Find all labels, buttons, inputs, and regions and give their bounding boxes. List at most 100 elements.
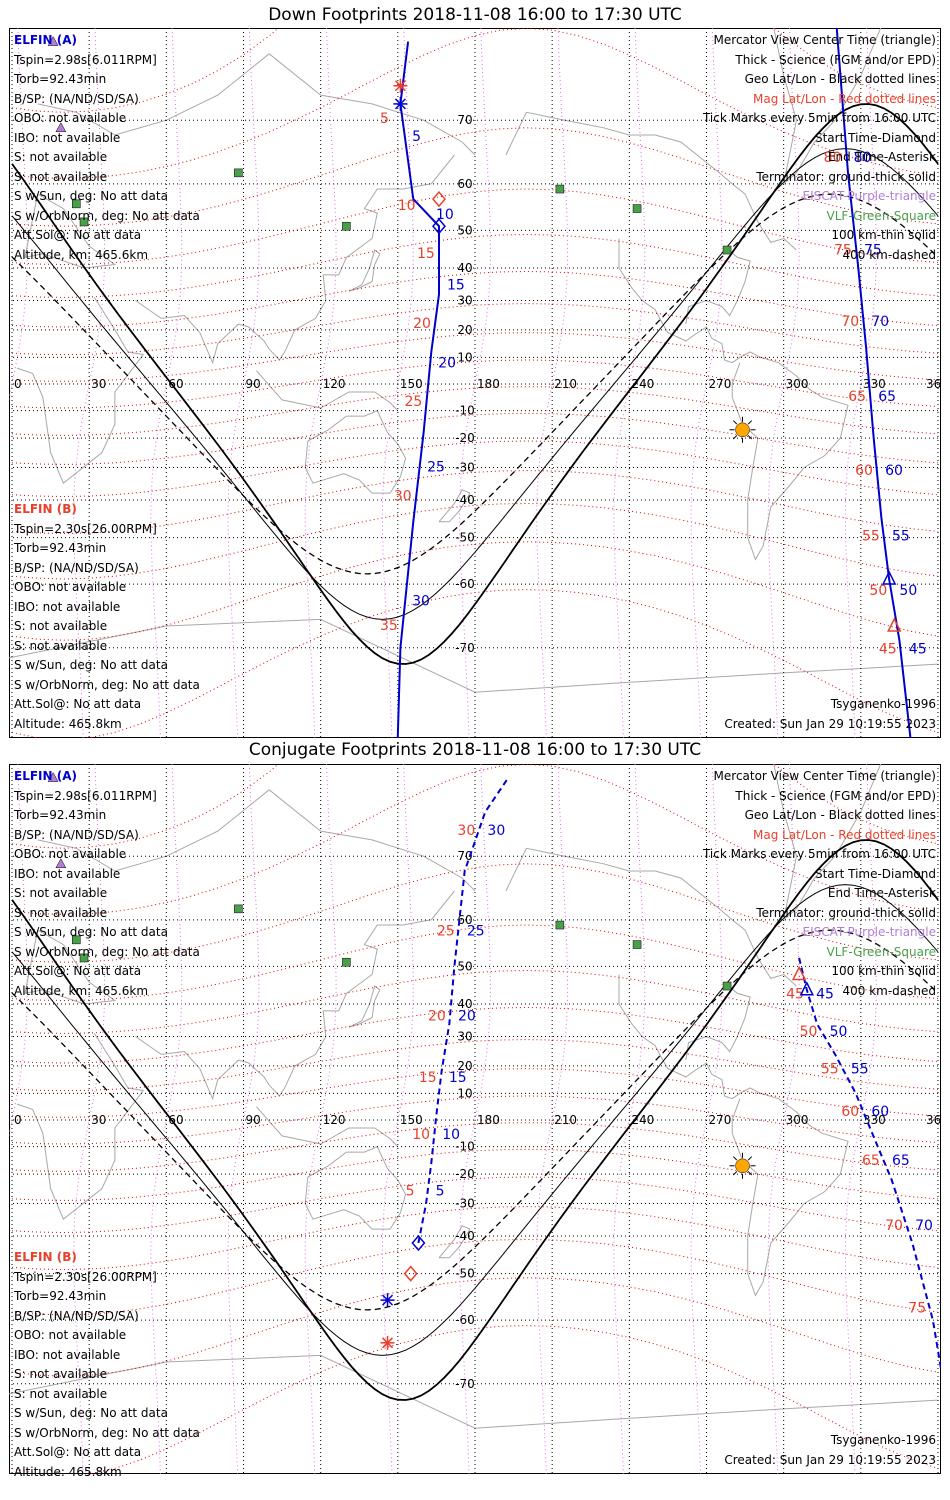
sun-ray [747, 435, 753, 440]
minute-tick-label: 5 [412, 129, 421, 145]
minute-tick-label: 15 [419, 1070, 437, 1086]
minute-tick-label: 25 [404, 394, 422, 410]
down-footprints-panel: Down Footprints 2018-11-08 16:00 to 17:3… [0, 0, 950, 740]
minute-tick-label: 50 [899, 583, 917, 599]
mag-lon-gridline [304, 28, 337, 738]
elfin-b-name: ELFIN (B) [14, 1250, 77, 1264]
info-line: B/SP: (NA/ND/SD/SA) [14, 560, 139, 575]
sun-ray [732, 435, 738, 440]
legend-entry: EISCAT-Purple-triangle [802, 925, 936, 939]
lat-tick-label: -40 [455, 1229, 475, 1243]
vlf-station-square [72, 199, 81, 209]
info-line: S w/OrbNorm, deg: No att data [14, 944, 200, 959]
lon-tick-label: 120 [323, 377, 346, 391]
minute-tick-label: 70 [885, 1218, 903, 1234]
lat-tick-label: 40 [457, 997, 472, 1011]
info-line: IBO: not available [14, 130, 121, 145]
lat-tick-label: 70 [457, 849, 472, 863]
legend-entry: Thick - Science (FGM and/or EPD) [735, 788, 936, 803]
info-line: Tspin=2.30s[26.00RPM] [14, 521, 157, 536]
mag-lat-gridline [11, 1122, 939, 1172]
minute-tick-label: 25 [437, 924, 455, 940]
end-asterisk [382, 1294, 394, 1306]
legend-entry: 100 km-thin solid [831, 964, 936, 978]
mag-lon-gridline [73, 28, 106, 738]
terminator-100km [11, 148, 939, 620]
elfin-a-info: ELFIN (A) Tspin=2.98s[6.011RPM] Torb=92.… [14, 767, 200, 1001]
legend: Mercator View Center Time (triangle) Thi… [703, 767, 936, 1001]
mag-lon-gridline [150, 764, 183, 1474]
minute-tick-label: 15 [449, 1070, 467, 1086]
info-line: S: not available [14, 1386, 108, 1401]
minute-tick-label: 20 [438, 355, 456, 371]
mag-lat-gridline [11, 233, 939, 298]
lon-tick-label: 180 [477, 1113, 500, 1127]
mag-lon-gridline [536, 764, 569, 1474]
terminator-400km [11, 193, 939, 575]
mag-lon-gridline [844, 28, 877, 738]
legend-entry: VLF-Green-Square [826, 208, 936, 223]
footer-right: Tsyganenko-1996 Created: Sun Jan 29 10:1… [724, 1431, 936, 1470]
info-line: Att.Sol@: No att data [14, 1445, 142, 1459]
footprint-track [798, 957, 941, 1375]
lat-tick-label: 60 [457, 913, 472, 927]
legend-entry: End Time-Asterisk [827, 886, 936, 900]
legend-entry: 100 km-thin solid [831, 228, 936, 242]
info-line: S w/OrbNorm, deg: No att data [14, 208, 200, 223]
lat-tick-label: -50 [455, 531, 475, 545]
minute-tick-label: 15 [417, 246, 435, 262]
info-line: Altitude, km: 465.6km [14, 983, 149, 998]
lat-tick-label: 20 [457, 1059, 472, 1073]
mag-lat-gridline [11, 1068, 939, 1118]
info-line: S: not available [14, 886, 108, 900]
info-line: Att.Sol@: No att data [14, 964, 142, 978]
info-line: S w/Sun, deg: No att data [14, 1406, 168, 1420]
coastline [24, 929, 117, 1005]
legend-entry: EISCAT-Purple-triangle [802, 189, 936, 203]
vlf-station-square [234, 904, 243, 914]
mag-lon-gridline [381, 28, 414, 738]
sun-ray [732, 420, 738, 425]
mag-lon-gridline [690, 764, 723, 1474]
mag-lat-gridline [11, 28, 939, 113]
coastline [37, 53, 476, 156]
panel-title: Down Footprints 2018-11-08 16:00 to 17:3… [268, 5, 682, 25]
lat-tick-label: 30 [457, 1030, 472, 1044]
legend-entry: Start Time-Diamond [814, 866, 936, 881]
info-line: OBO: not available [14, 580, 127, 594]
coastline [685, 981, 751, 1061]
mag-lon-gridline [536, 28, 569, 738]
legend-entry: VLF-Green-Square [826, 944, 936, 959]
footprint-track [417, 777, 510, 1244]
info-line: S w/OrbNorm, deg: No att data [14, 1425, 200, 1440]
info-line: B/SP: (NA/ND/SD/SA) [14, 1308, 139, 1323]
info-line: IBO: not available [14, 866, 121, 881]
legend-entry: Thick - Science (FGM and/or EPD) [735, 52, 936, 67]
minute-tick-label: 10 [442, 1127, 460, 1143]
minute-tick-label: 60 [855, 463, 873, 479]
terminator-100km [11, 884, 939, 1356]
minute-tick-label: 75 [864, 242, 882, 258]
minute-tick-label: 30 [457, 823, 475, 839]
footer-right: Tsyganenko-1996 Created: Sun Jan 29 10:1… [724, 695, 936, 734]
mag-lon-gridline [304, 764, 337, 1474]
info-line: OBO: not available [14, 1328, 127, 1342]
mag-lon-gridline [613, 764, 646, 1474]
minute-tick-label: 10 [436, 207, 454, 223]
sun-ray [732, 1156, 738, 1161]
info-line: S w/Sun, deg: No att data [14, 189, 168, 203]
coastline [24, 193, 117, 269]
info-line: S: not available [14, 905, 108, 920]
legend-entry: 400 km-dashed [842, 247, 936, 262]
mag-lat-gridline [11, 470, 939, 535]
minute-tick-label: 20 [428, 1009, 446, 1025]
vlf-station-square [342, 957, 351, 967]
coastline [685, 245, 751, 325]
map-plot: 0306090120150180210240270300330360706050… [9, 28, 941, 738]
coastline [773, 28, 882, 185]
minute-tick-label: 80 [854, 150, 872, 166]
lat-tick-label: -50 [455, 1267, 475, 1281]
created-label: Created: Sun Jan 29 10:19:55 2023 [724, 1452, 936, 1467]
created-label: Created: Sun Jan 29 10:19:55 2023 [724, 716, 936, 731]
info-line: Torb=92.43min [14, 72, 107, 86]
